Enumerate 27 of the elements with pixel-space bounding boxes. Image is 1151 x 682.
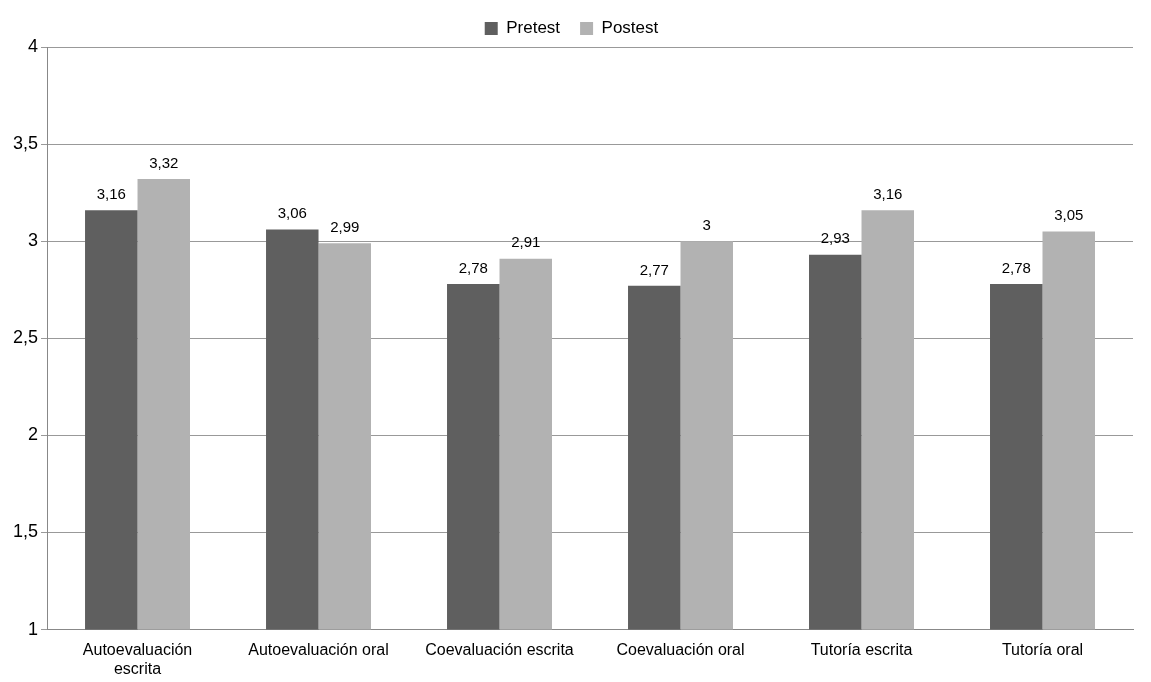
y-tick-label: 2,5 <box>12 327 39 348</box>
x-tick-label: Tutoría oral <box>1001 640 1084 658</box>
data-label: 3,06 <box>277 204 307 222</box>
y-tick-label: 3 <box>28 230 39 251</box>
legend-label: Postest <box>601 18 659 38</box>
legend-label: Pretest <box>506 18 561 38</box>
y-tick-label: 1 <box>28 618 39 639</box>
data-label: 2,91 <box>511 233 541 251</box>
y-tick-label: 3,5 <box>12 133 39 154</box>
x-tick-label: Tutoría escrita <box>810 640 913 658</box>
x-tick-label: Coevaluación escrita <box>425 640 574 658</box>
data-label: 2,78 <box>458 258 488 276</box>
data-label: 3,05 <box>1054 206 1084 224</box>
data-label: 3,16 <box>96 184 126 202</box>
y-tick-label: 2 <box>28 424 39 445</box>
data-label: 2,93 <box>820 229 850 247</box>
data-label: 3,16 <box>873 184 903 202</box>
data-label: 2,78 <box>1001 258 1031 276</box>
data-label: 3 <box>702 215 711 233</box>
data-label: 3,32 <box>149 153 179 171</box>
x-tick-label: Autoevaluación escrita <box>82 640 193 677</box>
data-label: 2,77 <box>639 260 669 278</box>
y-tick-label: 4 <box>28 35 39 56</box>
data-label: 2,99 <box>330 217 360 235</box>
x-tick-label: Autoevaluación oral <box>248 640 389 658</box>
y-tick-label: 1,5 <box>12 521 39 542</box>
x-tick-label: Coevaluación oral <box>616 640 745 658</box>
